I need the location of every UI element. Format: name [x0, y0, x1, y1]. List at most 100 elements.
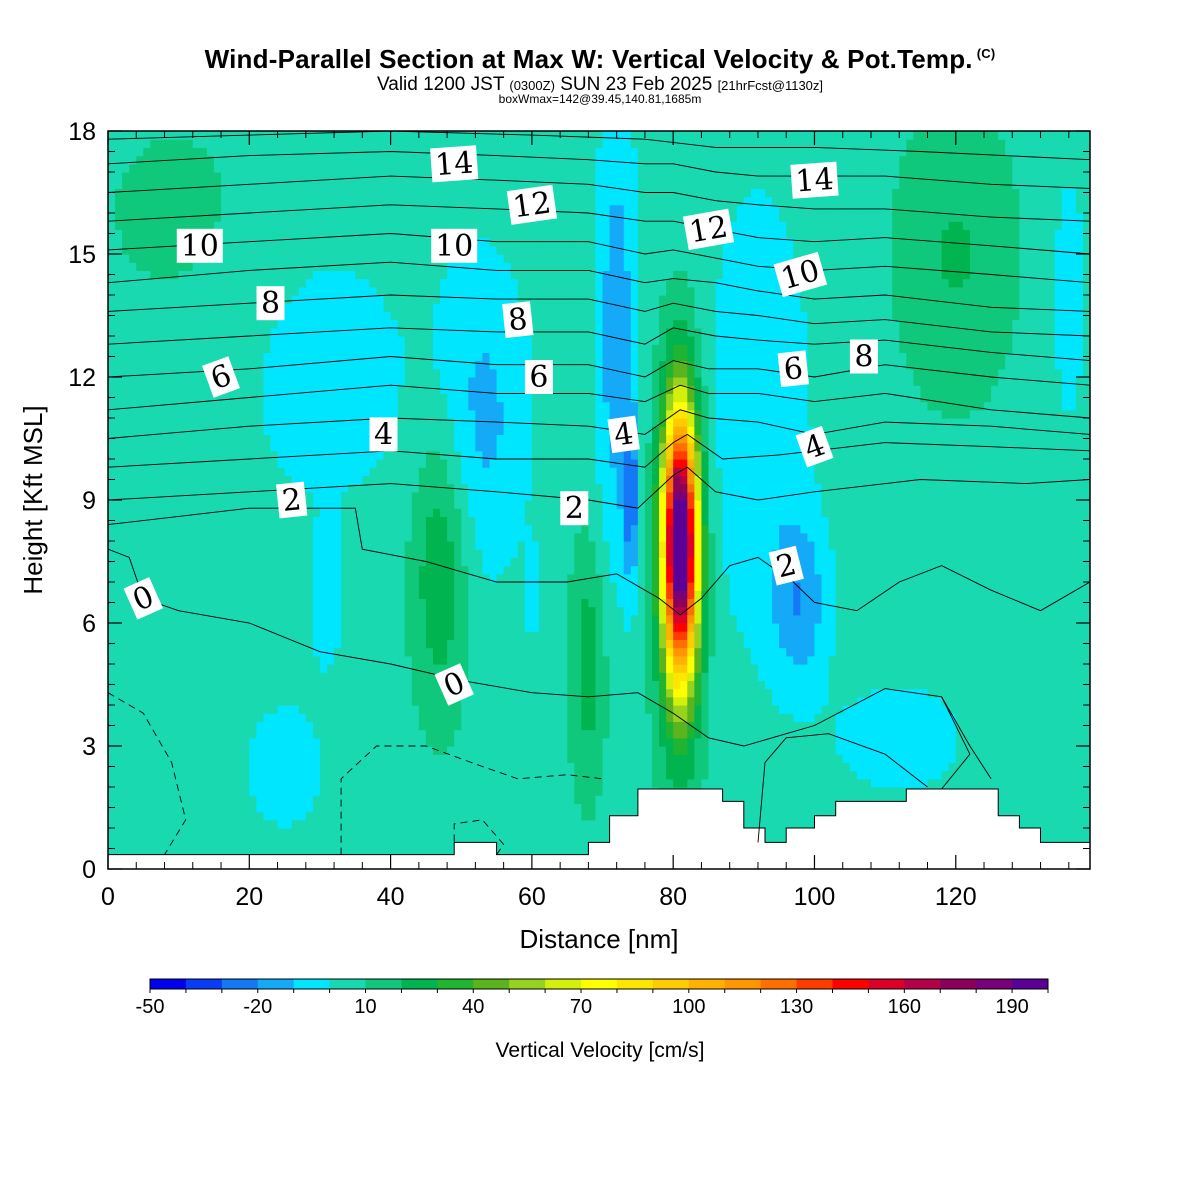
velocity-cell	[327, 409, 335, 419]
velocity-cell	[355, 614, 363, 624]
velocity-cell	[454, 483, 462, 493]
velocity-cell	[454, 787, 462, 796]
velocity-cell	[192, 631, 201, 640]
velocity-cell	[348, 623, 356, 632]
velocity-cell	[164, 828, 173, 837]
velocity-cell	[171, 664, 180, 673]
velocity-cell	[291, 532, 300, 542]
velocity-cell	[355, 155, 363, 165]
velocity-cell	[291, 557, 300, 567]
velocity-cell	[213, 401, 222, 411]
velocity-cell	[312, 557, 321, 567]
velocity-cell	[129, 262, 137, 271]
velocity-cell	[129, 467, 137, 476]
velocity-cell	[482, 500, 491, 509]
velocity-cell	[221, 286, 229, 296]
velocity-cell	[418, 598, 427, 608]
velocity-cell	[432, 327, 441, 337]
velocity-cell	[122, 131, 130, 140]
velocity-cell	[341, 418, 349, 427]
velocity-cell	[482, 655, 491, 665]
velocity-cell	[136, 270, 144, 280]
velocity-cell	[284, 311, 293, 321]
velocity-cell	[150, 500, 159, 509]
velocity-cell	[199, 221, 208, 230]
chart-subtitle: Valid 1200 JST (0300Z) SUN 23 Feb 2025 […	[376, 74, 824, 95]
velocity-cell	[418, 762, 427, 772]
velocity-cell	[242, 172, 250, 181]
velocity-cell	[334, 204, 342, 214]
velocity-cell	[213, 778, 222, 788]
velocity-cell	[150, 541, 159, 550]
velocity-cell	[327, 713, 335, 722]
velocity-cell	[461, 418, 469, 427]
velocity-cell	[291, 541, 300, 550]
velocity-cell	[206, 614, 215, 624]
velocity-cell	[192, 139, 201, 148]
velocity-cell	[206, 541, 215, 550]
velocity-cell	[115, 467, 123, 476]
velocity-cell	[383, 729, 392, 739]
velocity-cell	[411, 721, 420, 731]
velocity-cell	[355, 721, 363, 731]
velocity-cell	[383, 655, 392, 665]
velocity-cell	[242, 139, 250, 148]
velocity-cell	[468, 221, 476, 230]
velocity-cell	[129, 746, 137, 755]
velocity-cell	[249, 623, 257, 632]
velocity-cell	[122, 483, 130, 493]
velocity-cell	[369, 385, 378, 394]
velocity-cell	[482, 795, 491, 804]
velocity-cell	[256, 262, 265, 271]
velocity-cell	[376, 344, 385, 353]
velocity-cell	[150, 393, 159, 403]
velocity-cell	[164, 418, 173, 427]
velocity-cell	[334, 770, 342, 780]
velocity-cell	[270, 844, 279, 854]
velocity-cell	[355, 450, 363, 460]
velocity-cell	[454, 713, 462, 722]
velocity-cell	[213, 393, 222, 403]
velocity-cell	[327, 655, 335, 665]
velocity-cell	[411, 803, 420, 813]
velocity-cell	[305, 746, 314, 755]
velocity-cell	[150, 803, 159, 813]
velocity-cell	[249, 229, 257, 239]
velocity-cell	[482, 787, 491, 796]
velocity-cell	[404, 647, 413, 657]
velocity-cell	[235, 778, 243, 788]
velocity-cell	[263, 278, 272, 288]
velocity-cell	[150, 204, 159, 214]
velocity-cell	[171, 393, 180, 403]
velocity-cell	[213, 418, 222, 427]
velocity-cell	[157, 295, 166, 304]
velocity-cell	[383, 237, 392, 247]
velocity-cell	[228, 516, 236, 526]
velocity-cell	[440, 795, 448, 804]
velocity-cell	[454, 450, 462, 460]
velocity-cell	[334, 795, 342, 804]
velocity-cell	[263, 459, 272, 468]
velocity-cell	[482, 549, 491, 558]
velocity-cell	[242, 229, 250, 239]
velocity-cell	[185, 746, 194, 755]
velocity-cell	[447, 311, 455, 321]
velocity-cell	[284, 672, 293, 681]
velocity-cell	[355, 680, 363, 690]
velocity-cell	[249, 483, 257, 493]
velocity-cell	[425, 434, 434, 444]
velocity-cell	[136, 688, 144, 698]
velocity-cell	[468, 803, 476, 813]
velocity-cell	[228, 811, 236, 821]
velocity-cell	[312, 811, 321, 821]
velocity-cell	[468, 377, 476, 386]
velocity-cell	[263, 450, 272, 460]
velocity-cell	[178, 139, 187, 148]
velocity-cell	[411, 500, 420, 509]
velocity-cell	[454, 811, 462, 821]
velocity-cell	[475, 614, 484, 624]
velocity-cell	[157, 631, 166, 640]
velocity-cell	[228, 172, 236, 181]
velocity-cell	[108, 787, 116, 796]
velocity-cell	[334, 541, 342, 550]
